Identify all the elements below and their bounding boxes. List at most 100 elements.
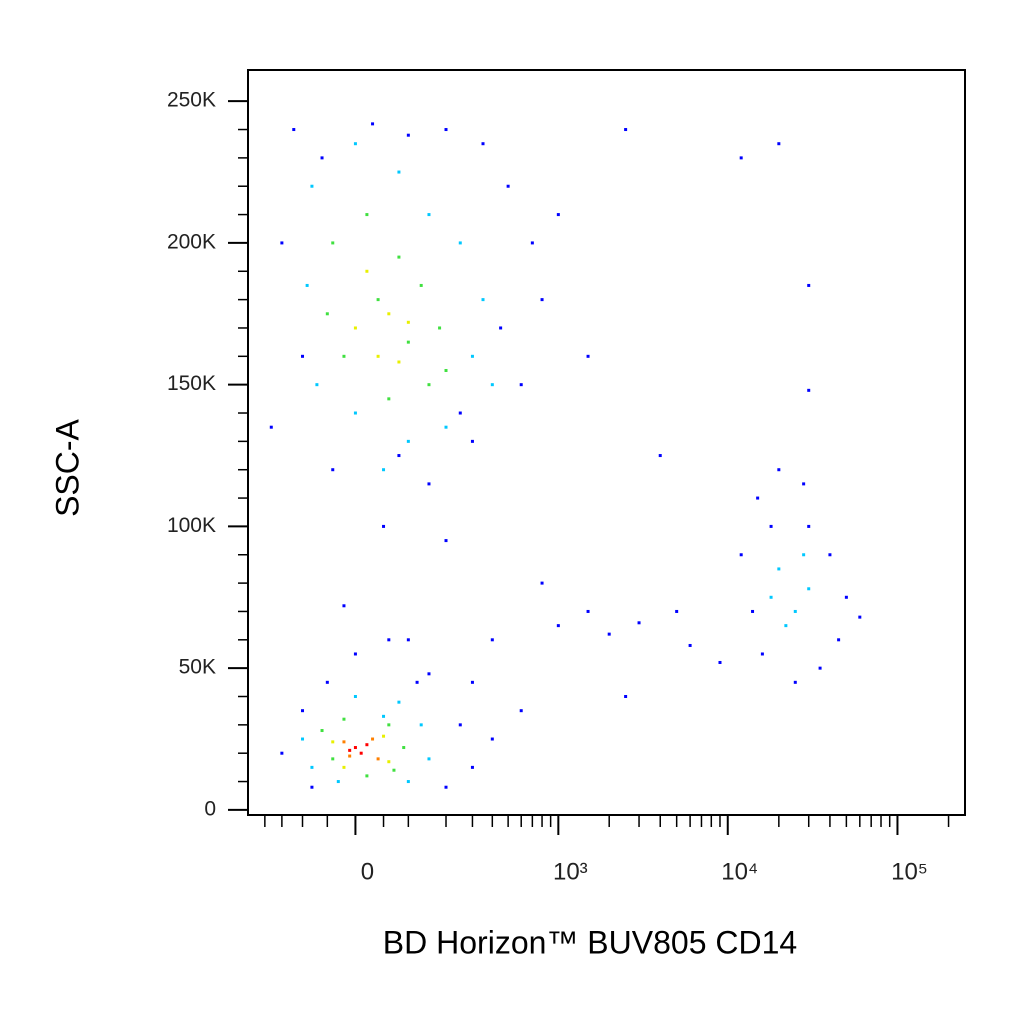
- event-dot: [470, 354, 474, 358]
- event-dot: [376, 298, 380, 302]
- event-dot: [470, 765, 474, 769]
- event-dot: [376, 757, 380, 761]
- event-dot: [607, 632, 611, 636]
- event-dot: [490, 737, 494, 741]
- event-dot: [301, 354, 305, 358]
- event-dot: [427, 482, 431, 486]
- y-tick-label: 0: [204, 797, 216, 820]
- event-dot: [490, 638, 494, 642]
- event-dot: [624, 128, 628, 132]
- event-dot: [784, 624, 788, 628]
- event-dot: [637, 621, 641, 625]
- event-dot: [586, 609, 590, 613]
- event-dot: [342, 354, 346, 358]
- event-dot: [760, 652, 764, 656]
- event-dot: [359, 751, 363, 755]
- event-dot: [844, 595, 848, 599]
- event-dot: [301, 737, 305, 741]
- event-dot: [777, 142, 781, 146]
- event-dot: [756, 496, 760, 500]
- event-dot: [315, 383, 319, 387]
- event-dot: [342, 604, 346, 608]
- event-dot: [490, 383, 494, 387]
- event-dot: [419, 723, 423, 727]
- event-dot: [387, 312, 391, 316]
- event-dot: [718, 660, 722, 664]
- event-dot: [777, 468, 781, 472]
- event-dot: [382, 714, 386, 718]
- event-dot: [406, 638, 410, 642]
- plot-frame: [247, 69, 966, 816]
- event-dot: [406, 780, 410, 784]
- event-dot: [419, 283, 423, 287]
- event-dot: [342, 740, 346, 744]
- event-dot: [280, 241, 284, 245]
- event-dot: [397, 360, 401, 364]
- event-dot: [397, 700, 401, 704]
- event-dot: [858, 615, 862, 619]
- event-dot: [828, 553, 832, 557]
- event-dot: [506, 184, 510, 188]
- x-tick-label: 10⁵: [891, 858, 928, 885]
- event-dot: [519, 383, 523, 387]
- event-dot: [499, 326, 503, 330]
- event-dot: [837, 638, 841, 642]
- event-dot: [658, 454, 662, 458]
- event-dot: [556, 624, 560, 628]
- y-tick-label: 150K: [167, 372, 216, 395]
- y-tick-label: 250K: [167, 89, 216, 112]
- event-dot: [365, 774, 369, 778]
- event-dot: [802, 482, 806, 486]
- event-dot: [427, 757, 431, 761]
- y-tick-label: 100K: [167, 514, 216, 537]
- event-dot: [807, 388, 811, 392]
- event-dot: [519, 709, 523, 713]
- event-dot: [365, 213, 369, 217]
- event-dot: [406, 439, 410, 443]
- event-dot: [470, 439, 474, 443]
- event-dot: [444, 128, 448, 132]
- event-dot: [310, 785, 314, 789]
- event-dot: [751, 609, 755, 613]
- event-dot: [397, 454, 401, 458]
- event-dot: [310, 184, 314, 188]
- event-dot: [793, 609, 797, 613]
- event-dot: [769, 524, 773, 528]
- event-dot: [331, 241, 335, 245]
- event-dot: [540, 581, 544, 585]
- event-dot: [353, 142, 357, 146]
- event-dot: [387, 397, 391, 401]
- y-tick-label: 50K: [179, 656, 216, 679]
- y-axis-title: SSC-A: [49, 418, 85, 516]
- x-tick-label: 10⁴: [721, 858, 758, 885]
- event-dot: [675, 609, 679, 613]
- event-dot: [624, 695, 628, 699]
- event-dot: [382, 734, 386, 738]
- event-dot: [444, 425, 448, 429]
- event-dot: [739, 553, 743, 557]
- event-dot: [470, 680, 474, 684]
- event-dot: [365, 269, 369, 273]
- event-dot: [342, 717, 346, 721]
- event-dot: [387, 638, 391, 642]
- event-dot: [556, 213, 560, 217]
- event-dot: [688, 643, 692, 647]
- event-dot: [530, 241, 534, 245]
- event-dot: [371, 122, 375, 126]
- event-dot: [382, 468, 386, 472]
- event-dot: [769, 595, 773, 599]
- event-dot: [427, 383, 431, 387]
- event-dot: [458, 723, 462, 727]
- event-dot: [320, 156, 324, 160]
- event-dot: [342, 765, 346, 769]
- event-dot: [353, 326, 357, 330]
- event-dot: [382, 524, 386, 528]
- x-tick-label: 10³: [553, 858, 588, 885]
- event-dot: [777, 567, 781, 571]
- event-dot: [397, 255, 401, 259]
- event-dot: [458, 411, 462, 415]
- event-dot: [387, 760, 391, 764]
- event-dot: [397, 170, 401, 174]
